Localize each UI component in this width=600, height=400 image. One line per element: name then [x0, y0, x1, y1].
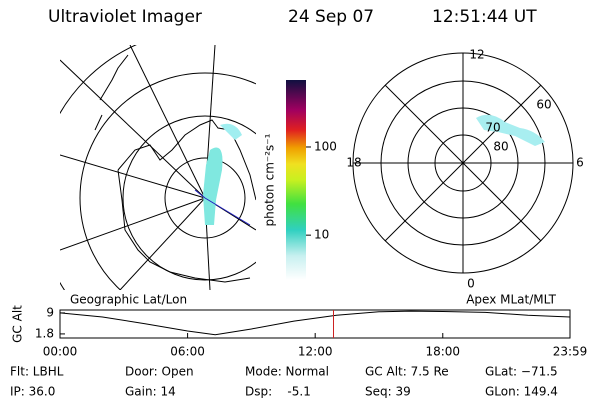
polar-grid [352, 52, 574, 274]
status-field: GLon: 149.4 [485, 385, 558, 399]
colorbar-label: photon cm⁻²s⁻¹ [263, 133, 277, 226]
status-field: Dsp: -5.1 [245, 385, 311, 399]
aurora [476, 114, 545, 146]
y-axis-label: GC Alt [11, 305, 25, 343]
mlt-label: 18 [346, 156, 361, 170]
mlt-label: 0 [467, 277, 475, 291]
mlat-label: 70 [485, 121, 500, 135]
status-field: Mode: Normal [245, 365, 329, 379]
status-field: GC Alt: 7.5 Re [365, 365, 449, 379]
colorbar [286, 80, 306, 280]
x-tick-label: 23:59 [553, 345, 588, 359]
altitude-line [59, 310, 570, 336]
geo-map [60, 45, 256, 290]
x-tick-label: 06:00 [170, 345, 205, 359]
colorbar-tick-label: 10 [314, 228, 329, 242]
status-field: GLat: −71.5 [485, 365, 558, 379]
y-tick-label: 9 [46, 305, 54, 319]
time: 12:51:44 UT [432, 7, 537, 27]
status-field: Flt: LBHL [10, 365, 64, 379]
colorbar-tick-label: 100 [314, 139, 337, 153]
x-tick-label: 00:00 [43, 345, 78, 359]
status-field: IP: 36.0 [10, 385, 55, 399]
status-field: Seq: 39 [365, 385, 411, 399]
status-field: Gain: 14 [125, 385, 176, 399]
polar-label: Apex MLat/MLT [466, 293, 556, 307]
status-field: Door: Open [125, 365, 194, 379]
mlt-label: 6 [576, 156, 584, 170]
x-tick-label: 12:00 [298, 345, 333, 359]
y-tick-label: 1.8 [35, 326, 54, 340]
x-tick-label: 18:00 [425, 345, 460, 359]
date: 24 Sep 07 [288, 7, 374, 27]
geo-label: Geographic Lat/Lon [70, 293, 187, 307]
mlt-label: 12 [469, 48, 484, 62]
mlat-label: 60 [536, 98, 551, 112]
mlat-label: 80 [493, 140, 508, 154]
title: Ultraviolet Imager [48, 7, 202, 27]
